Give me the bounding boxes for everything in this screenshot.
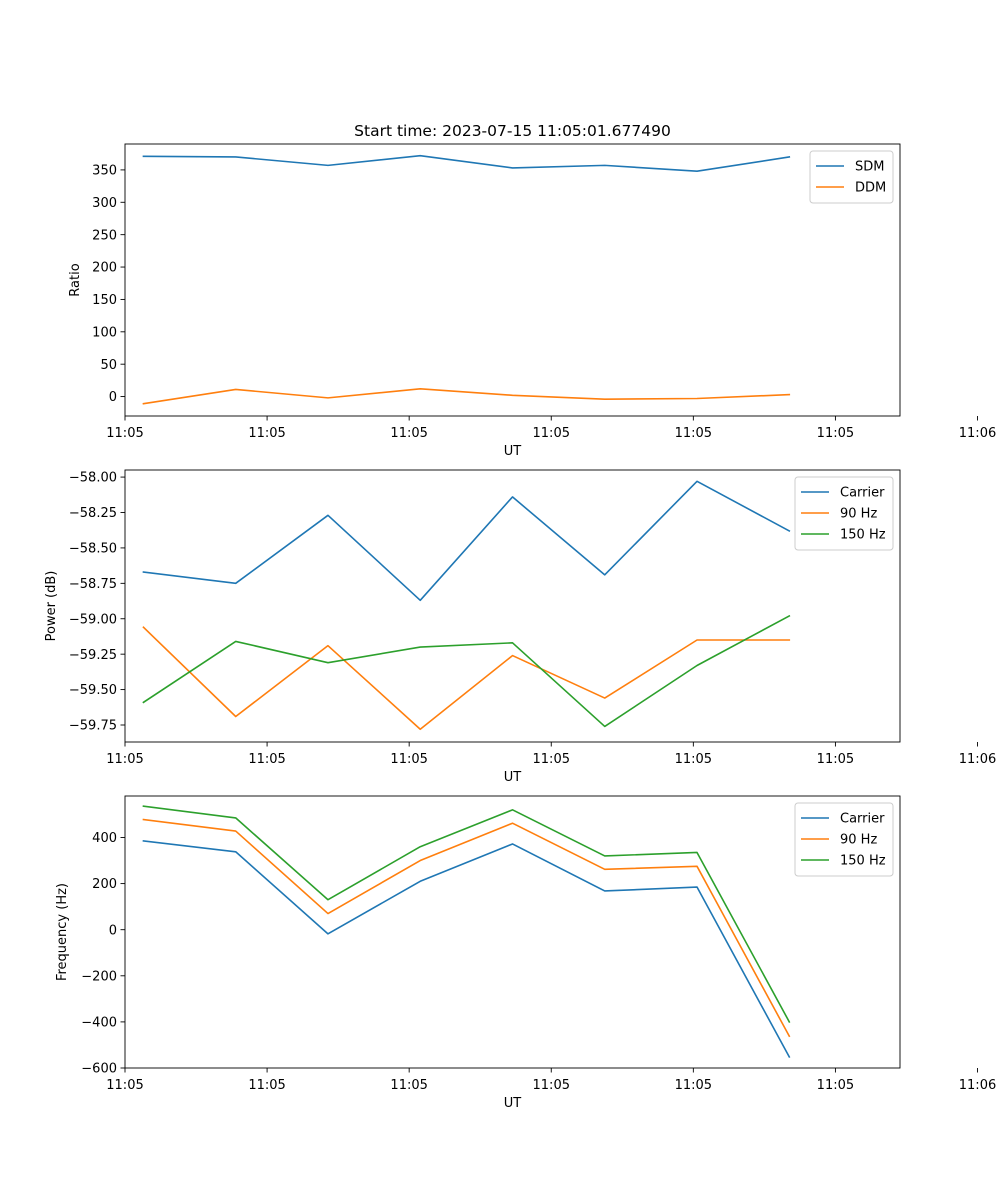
power-x-tick-label: 11:05 — [248, 752, 285, 767]
frequency-x-tick-label: 11:05 — [533, 1078, 570, 1093]
power-x-tick-label: 11:05 — [675, 752, 712, 767]
frequency-x-axis-label: UT — [504, 1096, 522, 1111]
frequency-y-tick-label: −400 — [81, 1015, 117, 1030]
ratio-x-tick-label: 11:05 — [106, 426, 143, 441]
frequency-legend-label-90-hz: 90 Hz — [840, 833, 877, 848]
power-y-tick-label: −58.75 — [69, 577, 117, 592]
figure-title: Start time: 2023-07-15 11:05:01.677490 — [354, 122, 671, 140]
power-x-tick-label: 11:05 — [390, 752, 427, 767]
power-legend-label-carrier: Carrier — [840, 486, 885, 501]
ratio-y-tick-label: 300 — [92, 196, 117, 211]
ratio-x-tick-label: 11:06 — [959, 426, 996, 441]
frequency-y-tick-label: −200 — [81, 969, 117, 984]
ratio-y-tick-label: 200 — [92, 261, 117, 276]
frequency-x-tick-label: 11:06 — [959, 1078, 996, 1093]
ratio-y-tick-label: 100 — [92, 325, 117, 340]
frequency-axes-frame — [124, 795, 901, 1069]
ratio-x-tick-label: 11:05 — [533, 426, 570, 441]
frequency-series-150-hz — [142, 805, 791, 1023]
frequency-y-tick-label: 0 — [109, 923, 117, 938]
ratio-y-tick-label: 0 — [109, 390, 117, 405]
frequency-legend-label-150-hz: 150 Hz — [840, 854, 886, 869]
ratio-x-tick-label: 11:05 — [675, 426, 712, 441]
ratio-legend-box — [809, 150, 894, 204]
frequency-x-tick-label: 11:05 — [675, 1078, 712, 1093]
power-y-axis-label: Power (dB) — [44, 571, 59, 642]
frequency-y-tick-label: 200 — [92, 877, 117, 892]
frequency-legend-label-carrier: Carrier — [840, 812, 885, 827]
power-y-tick-label: −59.50 — [69, 683, 117, 698]
power-x-tick-label: 11:05 — [817, 752, 854, 767]
ratio-series-ddm — [142, 387, 791, 405]
ratio-legend-label-ddm: DDM — [855, 181, 886, 196]
ratio-y-axis-label: Ratio — [68, 263, 83, 296]
ratio-y-tick-label: 250 — [92, 228, 117, 243]
frequency-x-tick-label: 11:05 — [817, 1078, 854, 1093]
power-panel: 11:05 11:05 11:05 11:05 11:05 11:05 11:06 −59.7… — [44, 469, 996, 785]
frequency-legend-box — [794, 802, 894, 877]
power-y-tick-label: −59.75 — [69, 719, 117, 734]
frequency-legend: Carrier 90 Hz 150 Hz — [794, 802, 894, 877]
power-y-tick-label: −59.00 — [69, 612, 117, 627]
power-y-tick-label: −59.25 — [69, 648, 117, 663]
power-y-tick-label: −58.00 — [69, 471, 117, 486]
ratio-panel: 11:05 11:05 11:05 11:05 11:05 11:05 11:06 0 50 10… — [68, 143, 996, 459]
power-axes-frame — [124, 469, 901, 743]
ratio-y-tick-label: 150 — [92, 293, 117, 308]
frequency-series-carrier — [142, 840, 791, 1059]
frequency-x-tick-label: 11:05 — [248, 1078, 285, 1093]
power-series-90-hz — [142, 626, 791, 731]
power-y-tick-label: −58.50 — [69, 542, 117, 557]
ratio-x-tick-label: 11:05 — [817, 426, 854, 441]
ratio-x-tick-label: 11:05 — [390, 426, 427, 441]
frequency-x-tick-label: 11:05 — [106, 1078, 143, 1093]
power-legend: Carrier 90 Hz 150 Hz — [794, 476, 894, 551]
ratio-y-tick-label: 350 — [92, 164, 117, 179]
frequency-x-tick-label: 11:05 — [390, 1078, 427, 1093]
ratio-y-tick-label: 50 — [100, 358, 117, 373]
power-x-axis-label: UT — [504, 770, 522, 785]
frequency-y-tick-label: −600 — [81, 1062, 117, 1077]
frequency-series-90-hz — [142, 818, 791, 1038]
ratio-x-axis-label: UT — [504, 444, 522, 459]
ratio-legend-label-sdm: SDM — [855, 160, 884, 175]
ratio-x-tick-label: 11:05 — [248, 426, 285, 441]
frequency-y-axis-label: Frequency (Hz) — [55, 883, 70, 981]
power-legend-box — [794, 476, 894, 551]
power-x-tick-label: 11:06 — [959, 752, 996, 767]
ratio-axes-frame — [124, 143, 901, 417]
power-y-tick-label: −58.25 — [69, 506, 117, 521]
power-x-tick-label: 11:05 — [106, 752, 143, 767]
ratio-series-sdm — [142, 154, 791, 172]
power-legend-label-90-hz: 90 Hz — [840, 507, 877, 522]
frequency-y-tick-label: 400 — [92, 831, 117, 846]
power-x-tick-label: 11:05 — [533, 752, 570, 767]
power-series-carrier — [142, 480, 791, 602]
power-legend-label-150-hz: 150 Hz — [840, 528, 886, 543]
frequency-panel: 11:05 11:05 11:05 11:05 11:05 11:05 11:06 −600 −… — [55, 795, 996, 1111]
power-series-150-hz — [142, 614, 791, 728]
ratio-legend: SDM DDM — [809, 150, 894, 204]
